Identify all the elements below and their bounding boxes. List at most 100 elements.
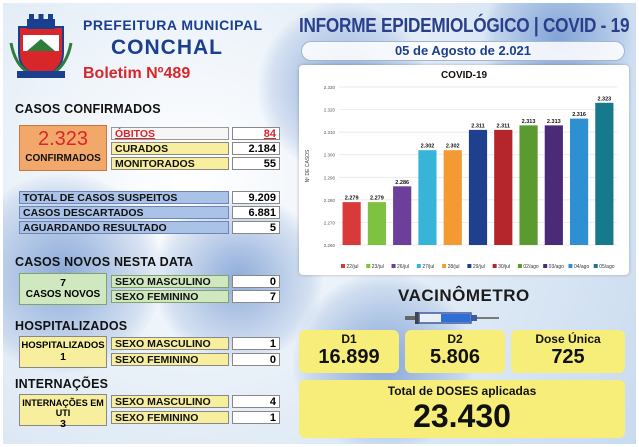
dose-unica-label: Dose Única <box>535 332 601 346</box>
bar <box>519 125 538 245</box>
legend-swatch <box>543 264 548 268</box>
legend-swatch <box>442 264 447 268</box>
uti-count-box: INTERNAÇÕES EM UTI 3 <box>19 394 107 430</box>
legend-label: 29/jul <box>473 264 485 270</box>
legend-swatch <box>568 264 573 268</box>
section-novos: CASOS NOVOS NESTA DATA <box>15 255 194 269</box>
data-label: 2.279 <box>345 196 359 202</box>
y-tick-label: 2.290 <box>324 175 336 180</box>
novos-masculino-value: 0 <box>232 275 280 288</box>
legend-label: 26/jul <box>397 264 409 270</box>
curados-value: 2.184 <box>232 142 280 155</box>
data-label: 2.323 <box>597 96 611 102</box>
hosp-label: HOSPITALIZADOS <box>21 340 105 351</box>
legend-label: 28/jul <box>448 264 460 270</box>
report-date: 05 de Agosto de 2.021 <box>301 41 625 61</box>
novos-feminino-label: SEXO FEMININO <box>111 290 229 303</box>
aguardando-value: 5 <box>232 221 280 234</box>
bar <box>544 125 563 245</box>
novos-feminino-value: 7 <box>232 290 280 303</box>
hosp-masculino-value: 1 <box>232 337 280 350</box>
chart-title: COVID-19 <box>441 70 488 81</box>
uti-feminino-label: SEXO FEMININO <box>111 411 229 424</box>
uti-label: INTERNAÇÕES EM UTI <box>22 398 104 418</box>
data-label: 2.313 <box>522 119 536 125</box>
vacinometro-title: VACINÔMETRO <box>398 286 530 305</box>
hosp-masculino-label: SEXO MASCULINO <box>111 337 229 350</box>
descartados-label: CASOS DESCARTADOS <box>19 206 229 219</box>
hosp-count-box: HOSPITALIZADOS 1 <box>19 336 107 368</box>
d1-value: 16.899 <box>318 346 380 368</box>
suspeitos-value: 9.209 <box>232 191 280 204</box>
bar <box>595 102 614 245</box>
novos-count-box: 7 CASOS NOVOS <box>19 273 107 305</box>
legend-swatch <box>341 264 345 268</box>
y-tick-label: 2.330 <box>324 85 336 90</box>
section-internacoes: INTERNAÇÕES <box>15 377 109 391</box>
d2-value: 5.806 <box>429 346 481 368</box>
syringe-icon <box>405 312 499 324</box>
hosp-feminino-value: 0 <box>232 353 280 366</box>
cases-bar-chart: COVID-19 2.260 2.270 2.280 2.290 2.300 2.310 2.… <box>305 70 617 270</box>
y-tick-label: 2.260 <box>324 243 336 248</box>
data-label: 2.311 <box>471 123 484 129</box>
data-label: 2.279 <box>370 196 384 202</box>
data-label: 2.316 <box>572 112 586 118</box>
legend-label: 22/jul <box>347 264 359 270</box>
legend-label: 30/jul <box>498 264 510 270</box>
dose-unica-value: 725 <box>551 346 585 368</box>
data-label: 2.311 <box>497 123 510 129</box>
bar <box>569 118 589 245</box>
legend-swatch <box>416 264 421 268</box>
uti-count: 3 <box>60 418 66 430</box>
confirmed-total-value: 2.323 <box>37 128 89 150</box>
y-tick-label: 2.320 <box>324 108 336 113</box>
total-doses-card: Total de DOSES aplicadas 23.430 <box>299 380 625 438</box>
legend-label: 04/ago <box>574 264 590 270</box>
legend-label: 05/ago <box>599 264 615 270</box>
legend-swatch <box>517 264 522 268</box>
novos-masculino-label: SEXO MASCULINO <box>111 275 229 288</box>
uti-feminino-value: 1 <box>232 411 280 424</box>
section-confirmados: CASOS CONFIRMADOS <box>15 102 161 116</box>
confirmed-total-label: CONFIRMADOS <box>25 153 101 164</box>
total-doses-label: Total de DOSES aplicadas <box>387 384 537 398</box>
section-hospitalizados: HOSPITALIZADOS <box>15 319 128 333</box>
bulletin-number: Boletim Nº489 <box>83 65 191 82</box>
data-label: 2.302 <box>421 144 435 150</box>
legend-swatch <box>366 264 371 268</box>
legend-swatch <box>492 264 497 268</box>
bar <box>393 186 412 245</box>
descartados-value: 6.881 <box>232 206 280 219</box>
chart-card: COVID-19 2.260 2.270 2.280 2.290 2.300 2.310 2.… <box>299 65 629 275</box>
uti-masculino-label: SEXO MASCULINO <box>111 395 229 408</box>
monitorados-label: MONITORADOS <box>111 157 229 170</box>
bar <box>494 129 513 245</box>
y-tick-label: 2.270 <box>324 220 336 225</box>
city-crest-icon <box>9 14 73 79</box>
novos-count: 7 <box>60 277 66 289</box>
suspeitos-label: TOTAL DE CASOS SUSPEITOS <box>19 191 229 204</box>
dose-unica-card: Dose Única 725 <box>511 330 625 373</box>
d1-label: D1 <box>341 332 357 346</box>
informe-title: INFORME EPIDEMIOLÓGICO | COVID - 19 <box>299 15 630 37</box>
bar <box>468 129 488 245</box>
obitos-label: ÓBITOS <box>111 127 229 140</box>
d2-label: D2 <box>447 332 463 346</box>
monitorados-value: 55 <box>232 157 280 170</box>
data-label: 2.302 <box>446 144 460 150</box>
curados-label: CURADOS <box>111 142 229 155</box>
total-doses-value: 23.430 <box>413 398 511 434</box>
bar <box>367 202 387 245</box>
legend-label: 03/ago <box>549 264 565 270</box>
confirmed-total-box: 2.323 CONFIRMADOS <box>19 125 107 171</box>
bar <box>342 202 361 245</box>
data-label: 2.313 <box>547 119 561 125</box>
aguardando-label: AGUARDANDO RESULTADO <box>19 221 229 234</box>
legend-swatch <box>391 264 396 268</box>
bar <box>443 150 462 245</box>
y-tick-label: 2.310 <box>324 130 336 135</box>
uti-masculino-value: 4 <box>232 395 280 408</box>
legend-swatch <box>593 264 598 268</box>
